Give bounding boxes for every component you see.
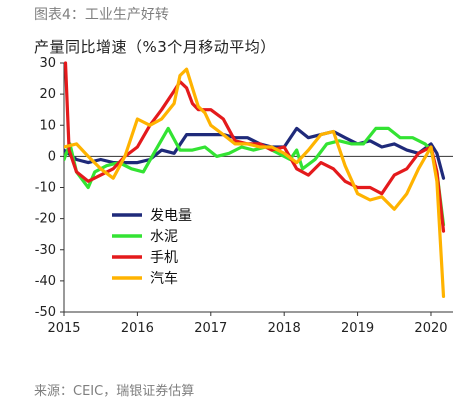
legend-label: 手机 — [150, 250, 178, 266]
series-line — [64, 67, 446, 298]
x-tick-label: 2020 — [414, 321, 447, 336]
y-tick-label: -30 — [35, 243, 56, 258]
x-tick-label: 2019 — [341, 321, 374, 336]
y-tick-label: -10 — [35, 181, 56, 196]
legend-label: 水泥 — [150, 229, 178, 245]
x-tick-label: 2018 — [268, 321, 301, 336]
x-tick-label: 2015 — [47, 321, 80, 336]
x-tick-label: 2017 — [194, 321, 227, 336]
legend-label: 汽车 — [150, 270, 178, 287]
y-tick-label: 0 — [48, 149, 56, 164]
legend-label: 发电量 — [150, 208, 192, 224]
y-tick-label: -40 — [35, 274, 56, 289]
y-tick-label: 20 — [39, 87, 56, 102]
y-tick-label: 30 — [39, 56, 56, 71]
x-tick-label: 2016 — [121, 321, 154, 336]
y-tick-label: -20 — [35, 212, 56, 227]
y-tick-label: -50 — [35, 305, 56, 320]
y-axis-title: 产量同比增速（%3个月移动平均） — [34, 38, 276, 56]
figure-title: 图表4：工业生产好转 — [34, 7, 169, 23]
chart-series-lines — [64, 61, 446, 298]
source-note: 来源：CEIC，瑞银证券估算 — [34, 384, 195, 399]
series-line — [64, 126, 446, 180]
y-tick-label: 10 — [39, 118, 56, 133]
